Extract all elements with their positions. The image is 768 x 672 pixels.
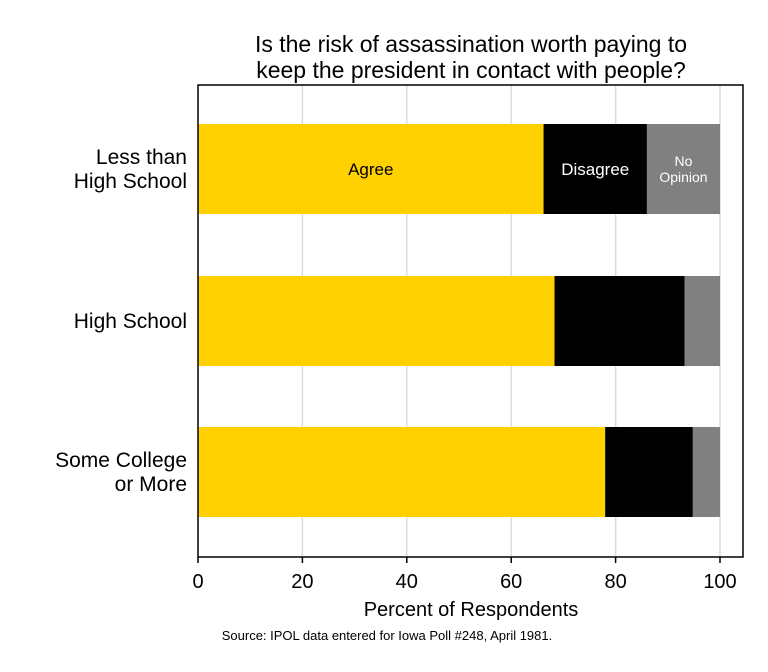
x-tick-label-100: 100 — [703, 571, 736, 593]
bar-some-college-or-more-disagree — [605, 427, 693, 517]
x-tick-label-60: 60 — [500, 571, 522, 593]
bars — [198, 124, 720, 517]
x-tick-label-40: 40 — [396, 571, 418, 593]
bar-high-school-disagree — [554, 276, 685, 366]
category-label-less-than-high-school-line-1: Less than — [96, 146, 187, 169]
category-label-some-college-or-more-line-2: or More — [115, 473, 187, 496]
source-note: Source: IPOL data entered for Iowa Poll … — [222, 628, 553, 643]
bar-some-college-or-more-no-opinion — [692, 427, 720, 517]
series-label-disagree: Disagree — [561, 160, 629, 179]
x-axis-label: Percent of Respondents — [364, 599, 579, 621]
bar-less-than-high-school-no-opinion — [646, 124, 720, 214]
category-labels: Less than High School High School Some Col… — [55, 146, 187, 496]
bar-high-school-agree — [198, 276, 555, 366]
chart-title-line-1: Is the risk of assassination worth payin… — [255, 31, 687, 57]
plot-frame — [197, 84, 744, 558]
series-label-no-opinion-line-2: Opinion — [659, 169, 707, 185]
category-label-some-college-or-more-line-1: Some College — [55, 449, 187, 472]
bar-less-than-high-school-disagree — [543, 124, 647, 214]
series-label-no-opinion-line-1: No — [675, 153, 693, 169]
x-tick-label-20: 20 — [291, 571, 313, 593]
chart-title-line-2: keep the president in contact with peopl… — [256, 57, 686, 83]
category-label-less-than-high-school-line-2: High School — [74, 170, 187, 193]
x-tick-label-0: 0 — [192, 571, 203, 593]
series-label-agree: Agree — [348, 160, 393, 179]
bar-some-college-or-more-agree — [198, 427, 606, 517]
bar-less-than-high-school-agree — [198, 124, 544, 214]
category-label-high-school: High School — [74, 310, 187, 333]
bar-high-school-no-opinion — [684, 276, 720, 366]
x-axis-ticks: 0 20 40 60 80 100 — [192, 557, 737, 593]
x-tick-label-80: 80 — [604, 571, 626, 593]
